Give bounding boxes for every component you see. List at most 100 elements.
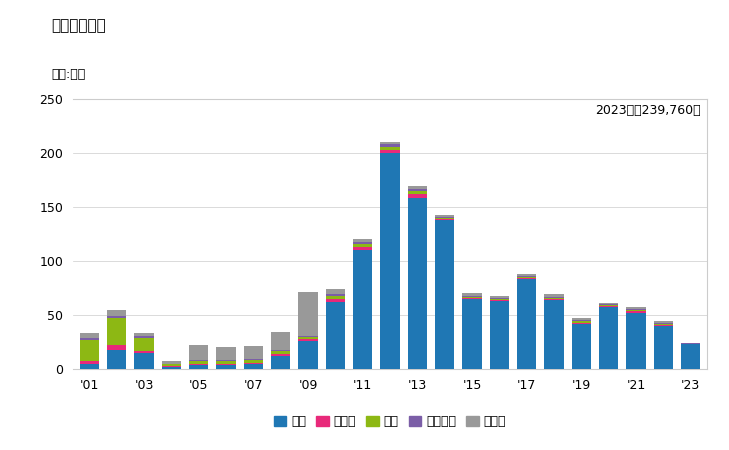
- Bar: [271, 354, 290, 356]
- Bar: [79, 361, 99, 364]
- Bar: [681, 344, 701, 369]
- Bar: [79, 333, 99, 338]
- Bar: [353, 250, 373, 369]
- Bar: [353, 247, 373, 250]
- Bar: [326, 289, 345, 294]
- Bar: [162, 364, 181, 366]
- Bar: [572, 318, 591, 320]
- Bar: [134, 353, 154, 369]
- Bar: [408, 191, 427, 194]
- Bar: [134, 338, 154, 351]
- Bar: [654, 324, 673, 325]
- Bar: [162, 361, 181, 364]
- Bar: [408, 198, 427, 369]
- Bar: [626, 307, 646, 309]
- Bar: [79, 364, 99, 369]
- Bar: [599, 305, 618, 306]
- Bar: [217, 364, 235, 369]
- Legend: 中国, ドイツ, 台湾, イタリア, その他: 中国, ドイツ, 台湾, イタリア, その他: [269, 410, 511, 433]
- Bar: [353, 242, 373, 244]
- Bar: [545, 298, 564, 299]
- Bar: [408, 194, 427, 198]
- Bar: [381, 153, 399, 369]
- Bar: [572, 324, 591, 369]
- Bar: [353, 244, 373, 247]
- Bar: [189, 360, 208, 361]
- Bar: [599, 303, 618, 304]
- Bar: [435, 219, 454, 220]
- Text: 輸入量の推移: 輸入量の推移: [51, 18, 106, 33]
- Bar: [545, 297, 564, 298]
- Bar: [517, 279, 537, 369]
- Bar: [298, 341, 318, 369]
- Bar: [462, 299, 482, 369]
- Bar: [162, 367, 181, 369]
- Bar: [490, 301, 509, 369]
- Bar: [490, 299, 509, 300]
- Bar: [298, 292, 318, 336]
- Bar: [545, 299, 564, 300]
- Bar: [107, 345, 126, 350]
- Bar: [107, 310, 126, 316]
- Bar: [298, 336, 318, 337]
- Bar: [572, 323, 591, 324]
- Bar: [134, 333, 154, 336]
- Bar: [189, 361, 208, 364]
- Bar: [545, 294, 564, 297]
- Bar: [217, 361, 235, 364]
- Bar: [572, 321, 591, 323]
- Bar: [654, 323, 673, 324]
- Bar: [517, 278, 537, 279]
- Bar: [462, 296, 482, 297]
- Bar: [243, 364, 263, 369]
- Bar: [271, 332, 290, 350]
- Bar: [435, 217, 454, 218]
- Bar: [408, 186, 427, 189]
- Bar: [79, 338, 99, 340]
- Bar: [599, 304, 618, 305]
- Bar: [654, 326, 673, 369]
- Bar: [408, 189, 427, 191]
- Bar: [517, 276, 537, 277]
- Bar: [134, 351, 154, 353]
- Bar: [462, 297, 482, 298]
- Bar: [435, 220, 454, 369]
- Bar: [326, 302, 345, 369]
- Bar: [107, 318, 126, 345]
- Bar: [326, 294, 345, 296]
- Bar: [490, 300, 509, 301]
- Bar: [435, 215, 454, 217]
- Bar: [217, 347, 235, 360]
- Bar: [490, 296, 509, 298]
- Bar: [381, 147, 399, 150]
- Bar: [435, 218, 454, 219]
- Bar: [79, 340, 99, 361]
- Bar: [107, 350, 126, 369]
- Bar: [381, 150, 399, 153]
- Bar: [462, 298, 482, 299]
- Bar: [626, 313, 646, 369]
- Bar: [243, 346, 263, 359]
- Bar: [243, 360, 263, 363]
- Bar: [572, 320, 591, 321]
- Bar: [271, 351, 290, 354]
- Bar: [626, 309, 646, 310]
- Text: 2023年：239,760台: 2023年：239,760台: [595, 104, 701, 117]
- Bar: [654, 321, 673, 323]
- Bar: [134, 336, 154, 338]
- Bar: [326, 296, 345, 299]
- Bar: [217, 360, 235, 361]
- Bar: [599, 306, 618, 307]
- Text: 単位:万台: 単位:万台: [51, 68, 85, 81]
- Bar: [654, 325, 673, 326]
- Bar: [298, 337, 318, 339]
- Bar: [353, 239, 373, 242]
- Bar: [626, 310, 646, 313]
- Bar: [189, 345, 208, 360]
- Bar: [381, 144, 399, 147]
- Bar: [462, 293, 482, 296]
- Bar: [162, 366, 181, 367]
- Bar: [189, 364, 208, 369]
- Bar: [490, 298, 509, 299]
- Bar: [271, 350, 290, 351]
